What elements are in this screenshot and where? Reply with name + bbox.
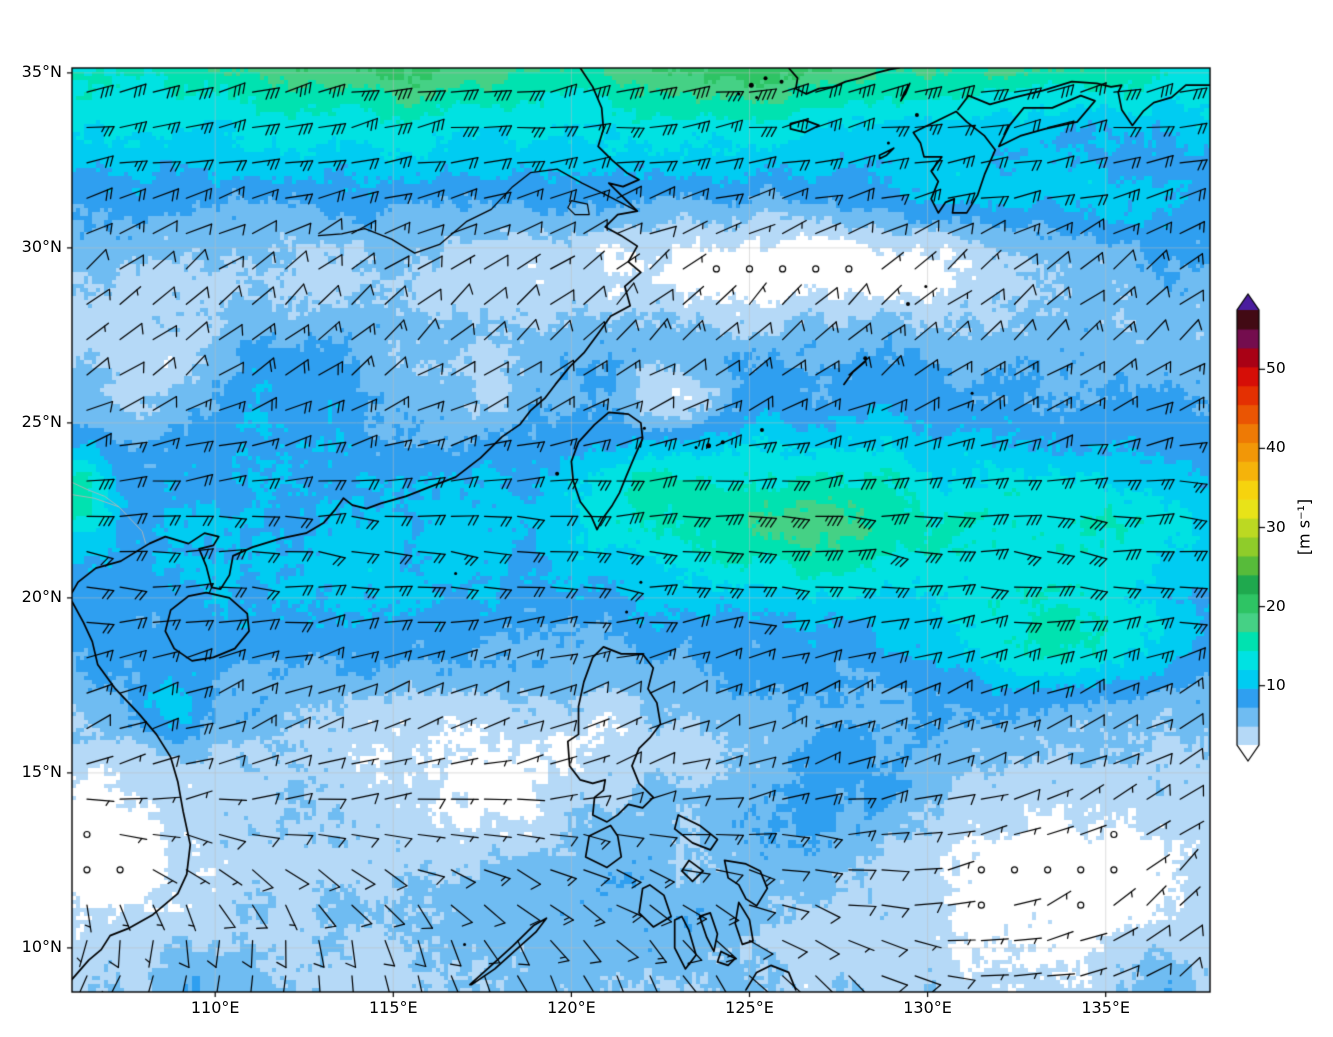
lat-tick-label: 25°N [21,411,62,431]
lon-tick-label: 135°E [1081,998,1131,1017]
lat-tick-label: 35°N [21,61,62,81]
lon-tick-label: 125°E [725,998,774,1017]
colorbar-tick-label: 30 [1266,517,1286,536]
colorbar-unit-label: [m s⁻¹] [1294,498,1314,556]
lat-tick-label: 15°N [21,761,62,781]
lat-tick-label: 10°N [21,936,62,956]
colorbar-tick-label: 40 [1266,438,1286,457]
colorbar-tick-label: 10 [1266,675,1286,694]
colorbar-tick-label: 20 [1266,596,1286,615]
lat-tick-label: 30°N [21,236,62,256]
lon-tick-label: 120°E [547,998,596,1017]
lon-tick-label: 115°E [368,998,418,1017]
lon-tick-label: 130°E [903,998,952,1017]
colorbar-tick-label: 50 [1266,359,1286,378]
lat-tick-label: 20°N [21,586,62,606]
lon-tick-label: 110°E [190,998,240,1017]
